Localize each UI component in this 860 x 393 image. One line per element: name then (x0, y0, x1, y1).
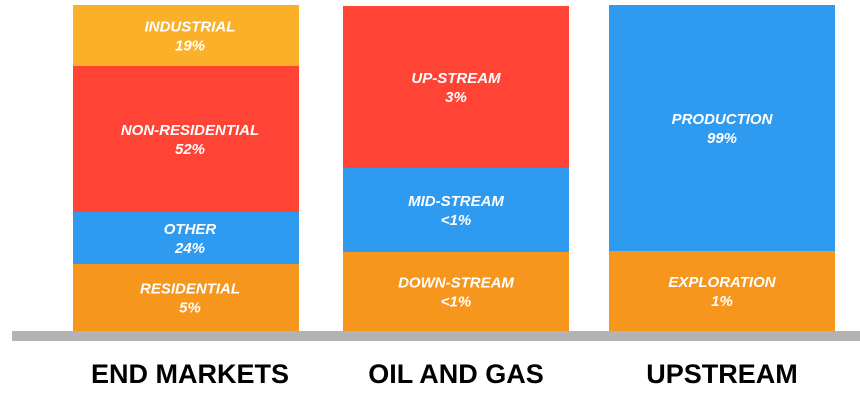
bar-segment-exploration (609, 251, 835, 331)
segment-value-label: 1% (711, 293, 733, 310)
segment-name-label: UP-STREAM (411, 70, 501, 87)
chart-baseline (12, 331, 860, 341)
segment-value-label: 52% (175, 141, 205, 158)
segment-name-label: NON-RESIDENTIAL (121, 122, 259, 139)
category-label-upstream: UPSTREAM (646, 359, 798, 389)
bar-segment-non-residential (73, 66, 299, 212)
bar-segment-residential (73, 264, 299, 331)
segment-value-label: 3% (445, 89, 467, 106)
category-label-end-markets: END MARKETS (91, 359, 289, 389)
category-label-oil-and-gas: OIL AND GAS (368, 359, 544, 389)
segment-name-label: DOWN-STREAM (398, 275, 514, 292)
bar-segment-other (73, 212, 299, 264)
segment-name-label: EXPLORATION (668, 274, 776, 291)
segment-value-label: 99% (707, 130, 737, 147)
segment-name-label: OTHER (164, 221, 217, 238)
segment-value-label: 24% (174, 240, 205, 257)
bars-group: RESIDENTIAL 5% OTHER 24% NON-RESIDENTIAL 52% I… (73, 5, 835, 331)
segment-name-label: RESIDENTIAL (140, 281, 240, 298)
bar-segment-up-stream (343, 6, 569, 168)
segment-value-label: 5% (179, 300, 201, 317)
segment-value-label: <1% (441, 294, 471, 311)
segment-name-label: INDUSTRIAL (145, 19, 236, 36)
bar-segment-down-stream (343, 252, 569, 331)
bar-segment-mid-stream (343, 168, 569, 252)
segment-value-label: <1% (441, 212, 471, 229)
category-labels-group: END MARKETS OIL AND GAS UPSTREAM (91, 359, 798, 389)
segment-value-label: 19% (175, 38, 205, 55)
segment-name-label: MID-STREAM (408, 193, 504, 210)
bar-segment-production (609, 5, 835, 251)
bar-segment-industrial (73, 5, 299, 66)
segment-name-label: PRODUCTION (672, 111, 774, 128)
